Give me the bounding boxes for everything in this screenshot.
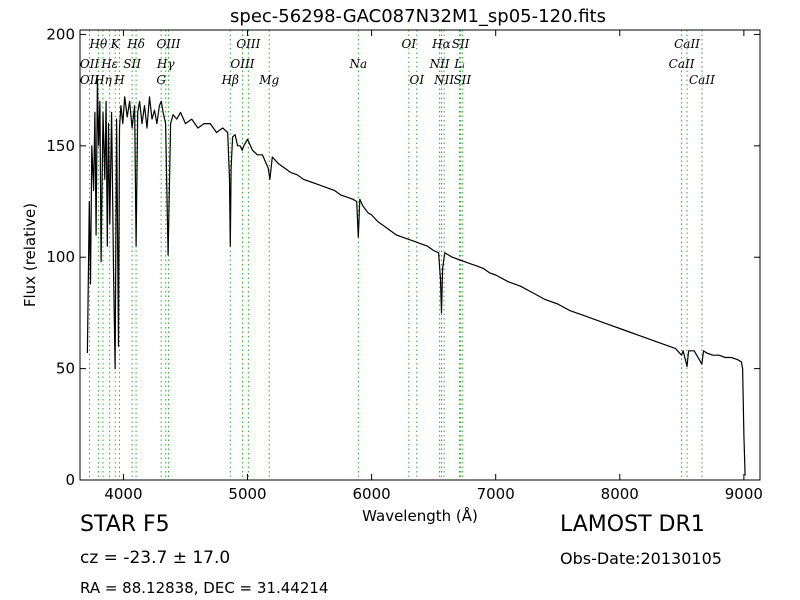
x-tick-label: 5000 [228,485,266,503]
line-label: Hε [100,57,118,71]
line-label: Lᵢ [453,57,465,71]
observation-date: Obs-Date:20130105 [560,549,722,568]
line-label: CaII [689,73,715,87]
line-label: SII [123,57,141,71]
chart-title: spec-56298-GAC087N32M1_sp05-120.fits [230,6,606,27]
x-tick-label: 6000 [353,485,391,503]
spectrum-line [86,78,746,476]
y-tick-label: 200 [46,25,75,43]
line-label: K [110,37,121,51]
x-tick-label: 7000 [477,485,515,503]
line-label: NII [429,57,450,71]
line-label: Mg [258,73,279,87]
line-label: OIII [156,37,180,51]
y-tick-label: 150 [46,137,75,155]
line-label: OIII [236,37,260,51]
line-label: OIII [230,57,254,71]
line-label: Hγ [156,57,175,71]
x-tick-label: 4000 [104,485,142,503]
x-axis-label: Wavelength (Å) [362,506,478,525]
plot-frame [79,29,761,481]
line-label: Hθ [89,37,108,51]
line-label: CaII [674,37,700,51]
line-label: OII [80,73,100,87]
y-tick-label: 100 [46,248,75,266]
star-type: STAR F5 [80,512,170,537]
line-label: G [156,73,166,87]
line-label: OII [80,57,100,71]
survey-name: LAMOST DR1 [560,512,705,537]
y-tick-label: 0 [65,471,75,489]
axes: 4000 5000 6000 7000 8000 9000 0 50 100 150 200 [46,25,763,503]
line-label: CaII [669,57,695,71]
x-tick-label: 9000 [725,485,763,503]
line-label: SII [453,73,471,87]
coordinates: RA = 88.12838, DEC = 31.44214 [80,579,329,597]
line-label: H [113,73,125,87]
line-markers [89,30,703,480]
line-label: Na [349,57,368,71]
line-label: Hβ [221,73,239,87]
x-tick-label: 8000 [601,485,639,503]
line-label: NII [433,73,454,87]
line-label: Hδ [126,37,145,51]
y-tick-label: 50 [56,360,75,378]
redshift-value: cz = -23.7 ± 17.0 [80,548,231,568]
line-label: SII [452,37,470,51]
line-label: OI [409,73,424,87]
spectrum-series [86,78,746,476]
line-label: OI [402,37,417,51]
line-label: Hα [431,37,451,51]
line-label: Hη [93,73,112,87]
y-axis-label: Flux (relative) [21,203,39,307]
